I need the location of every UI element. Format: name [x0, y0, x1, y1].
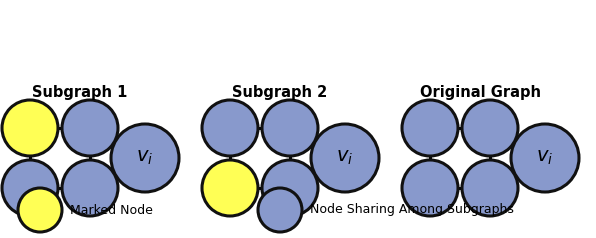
Circle shape: [62, 100, 118, 156]
Text: Node Sharing Among Subgraphs: Node Sharing Among Subgraphs: [310, 203, 514, 217]
Circle shape: [402, 100, 458, 156]
Text: $v_i$: $v_i$: [336, 149, 353, 167]
Circle shape: [111, 124, 179, 192]
Circle shape: [62, 160, 118, 216]
Circle shape: [262, 100, 318, 156]
Circle shape: [2, 160, 58, 216]
Text: Subgraph 1: Subgraph 1: [32, 85, 128, 100]
Text: Original Graph: Original Graph: [420, 85, 541, 100]
Text: $v_i$: $v_i$: [536, 149, 554, 167]
Text: $v_i$: $v_i$: [136, 149, 154, 167]
Circle shape: [202, 100, 258, 156]
Circle shape: [462, 160, 518, 216]
Text: Subgraph 2: Subgraph 2: [232, 85, 328, 100]
Circle shape: [202, 160, 258, 216]
Circle shape: [258, 188, 302, 232]
Circle shape: [18, 188, 62, 232]
Text: Marked Node: Marked Node: [70, 203, 153, 217]
Circle shape: [2, 100, 58, 156]
Circle shape: [462, 100, 518, 156]
Circle shape: [511, 124, 579, 192]
Circle shape: [402, 160, 458, 216]
Circle shape: [262, 160, 318, 216]
Circle shape: [311, 124, 379, 192]
